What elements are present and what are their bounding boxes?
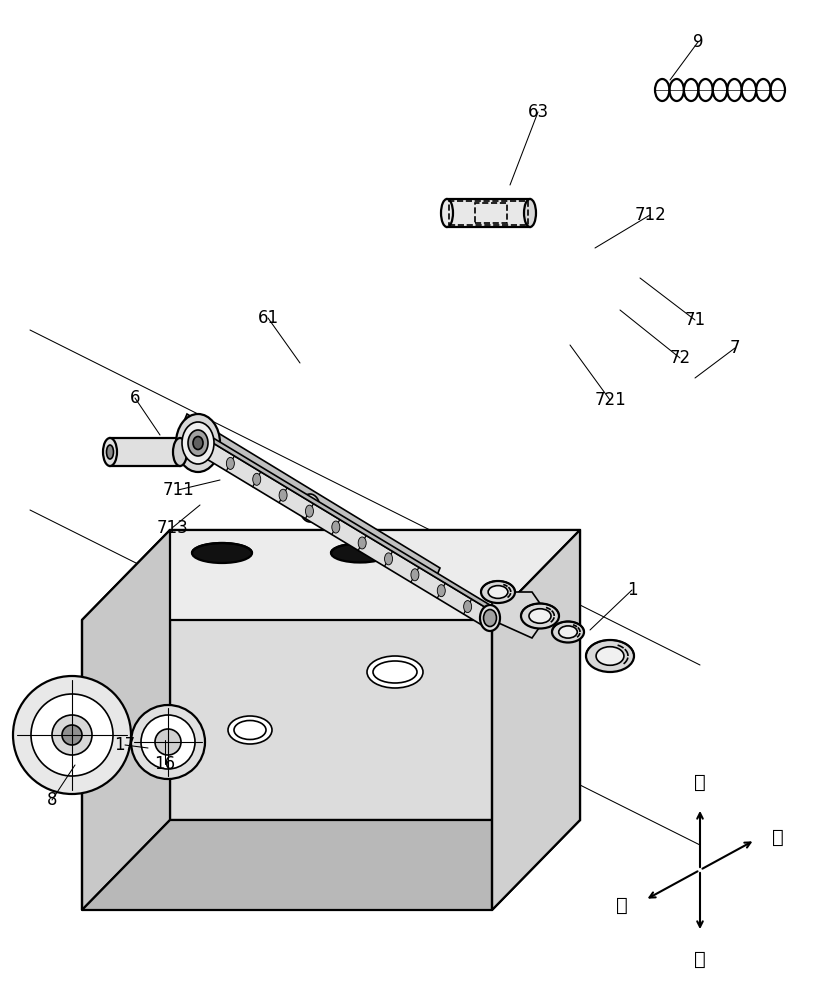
Text: 1: 1 [627,581,638,599]
Polygon shape [182,414,440,580]
Text: 713: 713 [156,519,188,537]
Ellipse shape [524,199,536,227]
Text: 712: 712 [634,206,666,224]
Text: 61: 61 [257,309,278,327]
Text: 下: 下 [694,950,706,969]
Polygon shape [200,430,498,615]
Text: 17: 17 [115,736,136,754]
Ellipse shape [441,199,453,227]
Text: 16: 16 [154,755,176,773]
Ellipse shape [253,473,261,485]
Text: 后: 后 [616,896,628,914]
Text: 711: 711 [162,481,194,499]
Polygon shape [170,530,580,820]
Ellipse shape [155,729,181,755]
Polygon shape [82,530,580,620]
Ellipse shape [193,436,203,450]
Ellipse shape [480,605,500,631]
Ellipse shape [331,544,389,562]
Text: 前: 前 [772,828,784,846]
Ellipse shape [176,414,220,472]
Ellipse shape [62,725,82,745]
Ellipse shape [188,430,208,456]
Polygon shape [82,530,170,910]
Text: 6: 6 [130,389,140,407]
Ellipse shape [586,640,634,672]
Ellipse shape [141,715,195,769]
Text: 上: 上 [694,773,706,792]
Polygon shape [492,592,548,638]
Ellipse shape [489,586,508,598]
Ellipse shape [481,581,515,603]
Ellipse shape [226,457,235,469]
Ellipse shape [559,626,577,638]
Polygon shape [200,440,498,630]
Ellipse shape [279,489,287,501]
Ellipse shape [463,601,472,613]
Ellipse shape [13,676,131,794]
Polygon shape [492,530,580,910]
Ellipse shape [103,438,117,466]
Ellipse shape [367,656,423,688]
Ellipse shape [182,422,214,464]
Text: 7: 7 [730,339,740,357]
Ellipse shape [521,603,559,629]
Ellipse shape [332,521,340,533]
Polygon shape [82,820,580,910]
Text: 63: 63 [527,103,549,121]
Polygon shape [182,426,440,592]
Polygon shape [110,438,180,466]
Ellipse shape [106,445,113,459]
Ellipse shape [411,569,419,581]
Ellipse shape [358,537,366,549]
Ellipse shape [385,553,392,565]
Ellipse shape [552,621,584,643]
Text: 9: 9 [693,33,703,51]
Ellipse shape [131,705,205,779]
Ellipse shape [192,543,252,563]
Text: 721: 721 [594,391,626,409]
Ellipse shape [173,438,187,466]
Text: 8: 8 [47,791,57,809]
Ellipse shape [529,609,551,623]
Ellipse shape [52,715,92,755]
Ellipse shape [31,694,113,776]
Ellipse shape [306,505,313,517]
Ellipse shape [228,716,272,744]
Text: 71: 71 [685,311,706,329]
Ellipse shape [596,647,624,665]
Ellipse shape [437,585,445,597]
Ellipse shape [484,609,496,626]
Polygon shape [447,199,530,227]
Ellipse shape [300,494,320,522]
Text: 72: 72 [670,349,691,367]
